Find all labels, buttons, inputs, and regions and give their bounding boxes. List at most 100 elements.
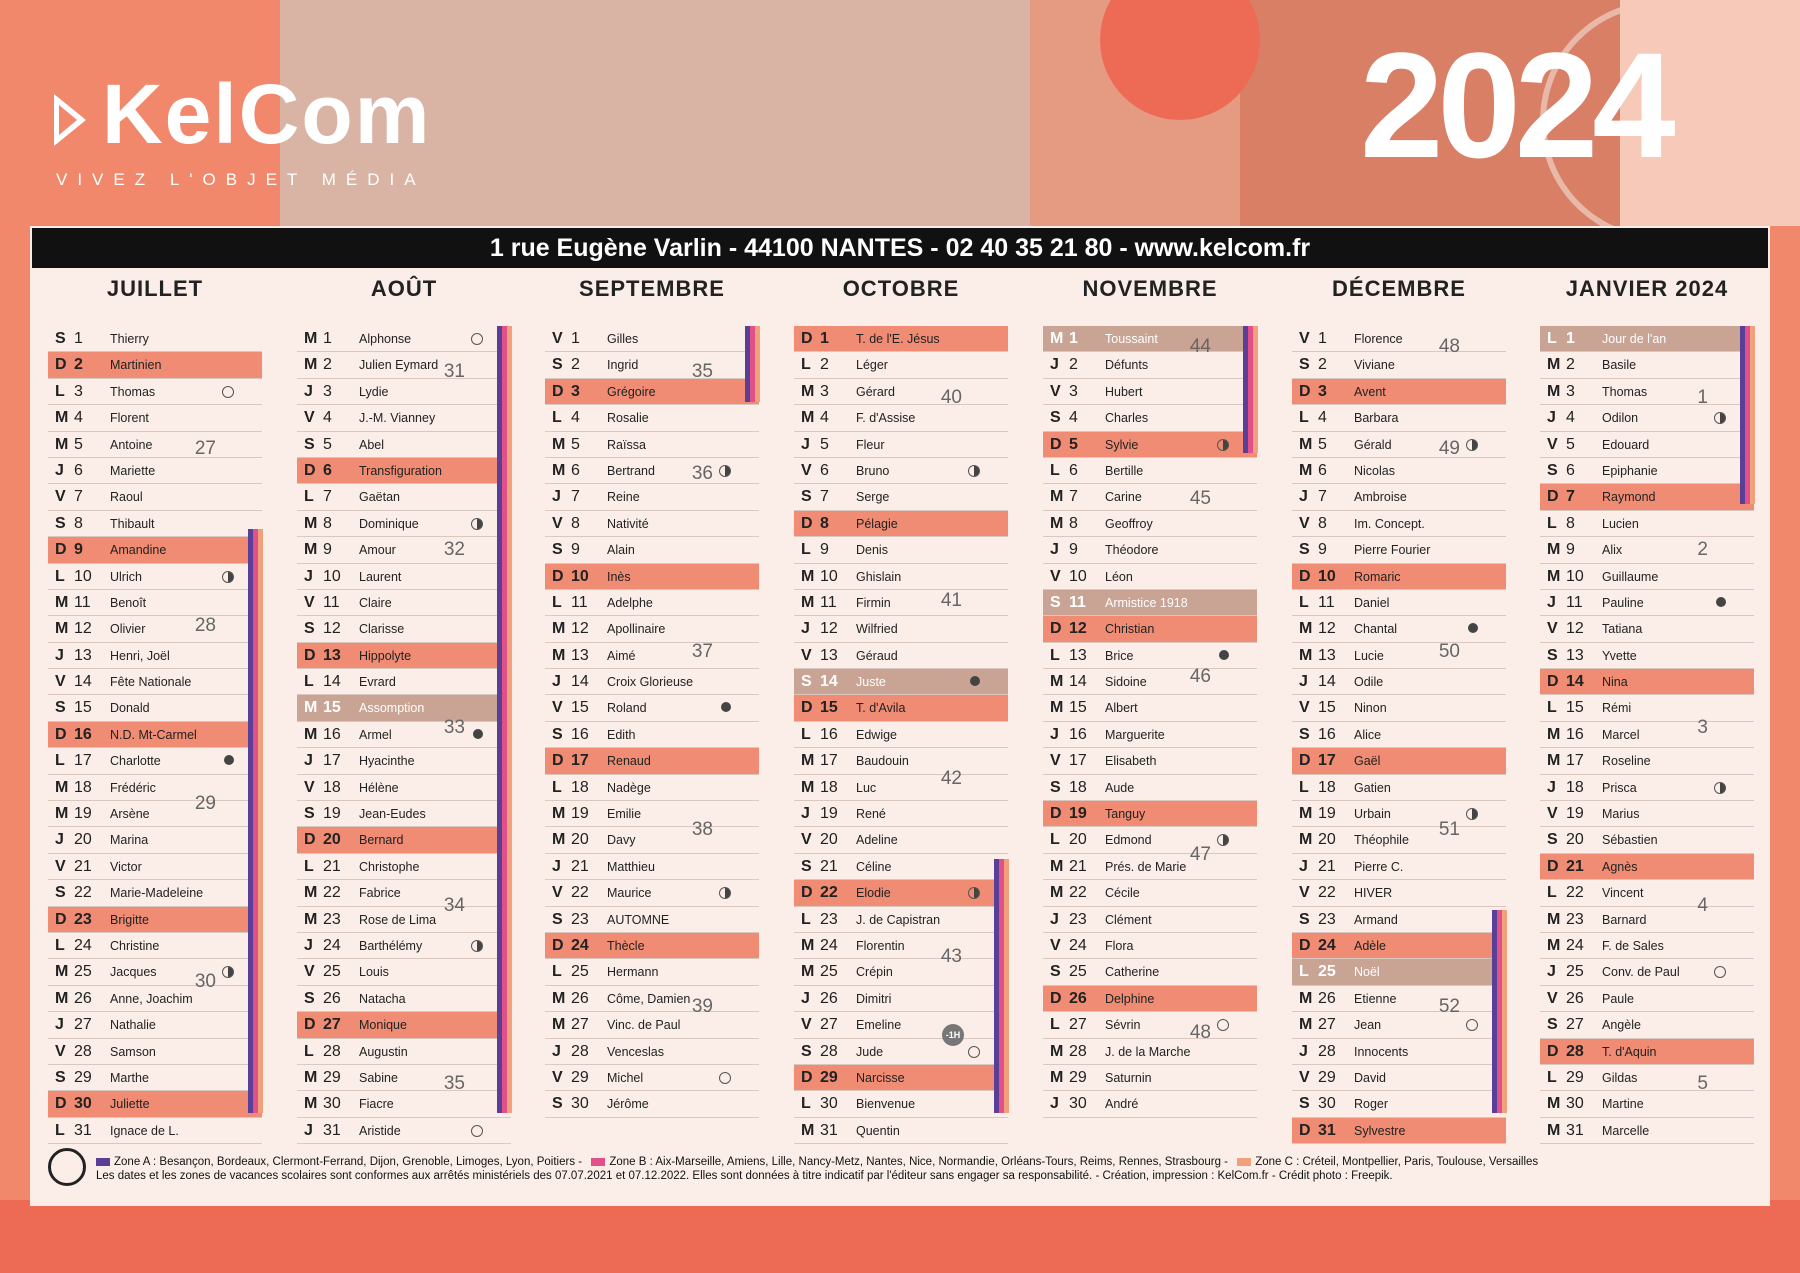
- weekday-letter: D: [1050, 435, 1062, 453]
- moon-phase-icon: [471, 517, 483, 530]
- day-row: J 31 Aristide: [297, 1118, 511, 1145]
- day-row: S 25 Catherine: [1043, 959, 1257, 986]
- saint-name: Alix: [1602, 543, 1623, 558]
- school-holiday-bar: [755, 326, 760, 403]
- moon-phase-icon: [1716, 596, 1726, 607]
- weekday-letter: M: [1547, 1121, 1561, 1139]
- day-number: 2: [820, 356, 829, 374]
- saint-name: Reine: [607, 490, 640, 505]
- day-number: 7: [323, 488, 332, 506]
- day-row: M 17 Baudouin: [794, 748, 1008, 775]
- weekday-letter: J: [552, 857, 561, 875]
- weekday-letter: L: [55, 1121, 65, 1139]
- weekday-letter: M: [552, 1016, 566, 1034]
- day-row: M 26 Côme, Damien: [545, 986, 759, 1013]
- weekday-letter: M: [304, 1068, 318, 1086]
- weekday-letter: J: [1299, 857, 1308, 875]
- day-number: 19: [323, 805, 341, 823]
- saint-name: Rémi: [1602, 701, 1632, 716]
- day-number: 5: [1069, 435, 1078, 453]
- day-row: D 1 T. de l'E. Jésus: [794, 326, 1008, 353]
- weekday-letter: J: [55, 1016, 64, 1034]
- weekday-letter: S: [304, 435, 315, 453]
- weekday-letter: M: [304, 356, 318, 374]
- moon-phase-icon: [1466, 808, 1478, 821]
- day-number: 14: [1566, 673, 1584, 691]
- weekday-letter: D: [1050, 620, 1062, 638]
- day-row: M 17 Roseline: [1540, 748, 1754, 775]
- day-number: 25: [74, 963, 92, 981]
- day-number: 17: [323, 752, 341, 770]
- saint-name: Chantal: [1354, 622, 1398, 637]
- saint-name: Jean-Eudes: [359, 807, 426, 822]
- weekday-letter: D: [801, 1068, 813, 1086]
- saint-name: Angèle: [1602, 1018, 1641, 1033]
- day-row: J 12 Wilfried: [794, 616, 1008, 643]
- weekday-letter: L: [801, 541, 811, 559]
- day-number: 23: [571, 910, 589, 928]
- weekday-letter: V: [1050, 382, 1061, 400]
- saint-name: Gérald: [1354, 437, 1392, 452]
- day-number: 30: [1318, 1095, 1336, 1113]
- weekday-letter: J: [1050, 356, 1059, 374]
- day-row: J 26 Dimitri: [794, 986, 1008, 1013]
- weekday-letter: V: [1050, 567, 1061, 585]
- day-row: S 14 Juste: [794, 669, 1008, 696]
- day-number: 11: [1566, 593, 1583, 611]
- weekday-letter: M: [55, 409, 69, 427]
- day-number: 29: [1318, 1068, 1336, 1086]
- weekday-letter: D: [55, 1095, 67, 1113]
- week-number: 48: [1189, 1021, 1211, 1043]
- zone-b-swatch: [591, 1157, 606, 1166]
- day-number: 12: [1566, 620, 1584, 638]
- weekday-letter: J: [55, 831, 64, 849]
- saint-name: Alphonse: [359, 332, 412, 346]
- weekday-letter: M: [801, 963, 815, 981]
- day-number: 17: [1566, 752, 1584, 770]
- moon-phase-icon: [1714, 412, 1726, 425]
- saint-name: Donald: [110, 701, 150, 716]
- day-row: M 16 Armel: [297, 722, 511, 749]
- weekday-letter: J: [552, 673, 561, 691]
- saint-name: J.-M. Vianney: [359, 411, 436, 426]
- day-list: M 1 Toussaint J 2 Défunts V 3 Hubert S 4 Charles D 5 S…: [1043, 326, 1258, 1118]
- day-row: S 9 Pierre Fourier: [1292, 537, 1506, 564]
- day-number: 28: [571, 1042, 589, 1060]
- day-number: 4: [571, 409, 580, 427]
- school-holiday-bar: [1243, 326, 1248, 453]
- day-list: V 1 Gilles S 2 Ingrid D 3 Grégoire L 4 Rosalie M 5 Raï…: [545, 326, 760, 1118]
- day-number: 13: [323, 646, 341, 664]
- weekday-letter: V: [1547, 989, 1558, 1007]
- moon-phase-icon: [471, 333, 483, 345]
- day-row: V 28 Samson: [48, 1039, 262, 1065]
- day-number: 7: [1566, 488, 1575, 506]
- saint-name: Benoît: [110, 595, 147, 610]
- saint-name: Adèle: [1354, 938, 1386, 953]
- zones-legend: Zone A : Besançon, Bordeaux, Clermont-Fe…: [96, 1156, 1538, 1168]
- day-number: 15: [1566, 699, 1584, 717]
- saint-name: Roger: [1354, 1097, 1389, 1112]
- day-number: 8: [1318, 514, 1327, 532]
- saint-name: Pierre C.: [1354, 859, 1404, 874]
- saint-name: Aude: [1105, 780, 1135, 795]
- day-row: S 20 Sébastien: [1540, 827, 1754, 854]
- weekday-letter: V: [1050, 752, 1061, 770]
- day-number: 26: [323, 989, 341, 1007]
- weekday-letter: V: [1299, 514, 1310, 532]
- weekday-letter: D: [1547, 857, 1559, 875]
- day-row: S 4 Charles: [1043, 405, 1257, 432]
- saint-name: Géraud: [856, 648, 898, 663]
- week-number: 3: [1697, 717, 1708, 738]
- day-row: D 19 Tanguy: [1043, 801, 1257, 828]
- day-row: V 29 David: [1292, 1065, 1506, 1092]
- day-number: 24: [1318, 936, 1336, 954]
- day-number: 12: [323, 620, 341, 638]
- weekday-letter: S: [55, 699, 66, 717]
- day-row: L 23 J. de Capistran: [794, 907, 1008, 933]
- weekday-letter: S: [801, 488, 812, 506]
- day-number: 4: [323, 409, 332, 427]
- saint-name: Henri, Joël: [110, 648, 170, 663]
- day-number: 6: [1069, 461, 1078, 479]
- week-number: 34: [443, 894, 465, 916]
- saint-name: Daniel: [1354, 595, 1390, 610]
